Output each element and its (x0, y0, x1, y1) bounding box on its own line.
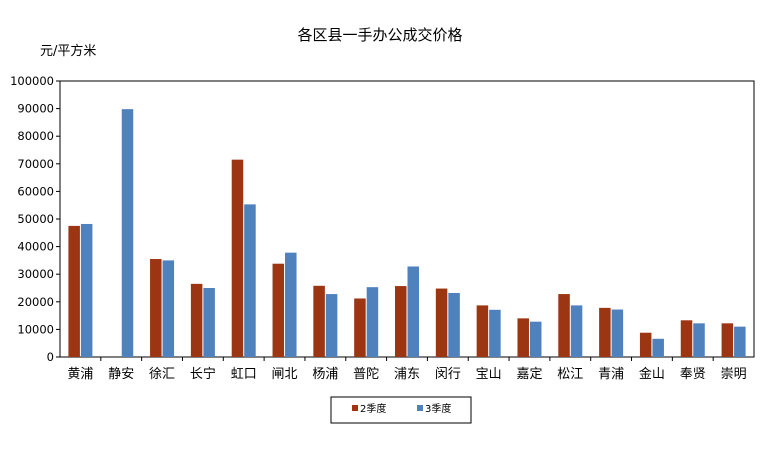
bar-3q-闸北 (285, 252, 297, 357)
x-tick-label: 崇明 (721, 367, 747, 382)
plot-area-frame (59, 80, 755, 358)
legend-label-3q: 3季度 (425, 402, 451, 415)
bar-3q-嘉定 (529, 321, 542, 357)
bar-2q-虹口 (231, 159, 244, 357)
y-tick-label: 0 (47, 350, 54, 364)
bar-3q-静安 (121, 109, 134, 357)
x-tick-label: 奉贤 (680, 367, 706, 382)
x-tick-label: 金山 (639, 366, 665, 382)
legend-swatch-2q (352, 405, 358, 411)
bar-3q-闵行 (448, 292, 460, 357)
x-tick-label: 普陀 (353, 366, 379, 382)
chart-title: 各区县一手办公成交价格 (297, 26, 462, 44)
bar-2q-金山 (639, 332, 652, 357)
bar-3q-普陀 (366, 287, 379, 357)
x-tick-label: 青浦 (598, 367, 624, 382)
y-tick-label: 30000 (17, 267, 54, 281)
x-tick-label: 虹口 (231, 367, 257, 382)
bar-2q-长宁 (190, 283, 203, 357)
bar-2q-黄浦 (68, 225, 80, 357)
y-tick-label: 100000 (10, 74, 54, 88)
x-tick-label: 黄浦 (67, 367, 93, 382)
bar-2q-杨浦 (313, 285, 325, 357)
y-tick-label: 50000 (17, 212, 54, 226)
x-tick-label: 长宁 (190, 366, 216, 382)
y-tick-label: 90000 (17, 102, 54, 116)
bar-2q-崇明 (721, 323, 734, 357)
y-tick-label: 60000 (17, 184, 54, 198)
bar-3q-黄浦 (80, 223, 93, 357)
bar-3q-金山 (652, 338, 664, 357)
bar-2q-嘉定 (517, 318, 529, 357)
legend: 2季度 3季度 (330, 396, 472, 424)
bar-2q-青浦 (599, 307, 611, 357)
bar-2q-闸北 (272, 263, 285, 357)
legend-label-2q: 2季度 (360, 402, 386, 415)
x-tick-label: 静安 (108, 367, 134, 382)
x-tick-label: 嘉定 (516, 367, 542, 382)
y-tick-label: 20000 (17, 295, 54, 309)
bar-3q-奉贤 (693, 323, 705, 357)
bar-3q-长宁 (203, 288, 215, 357)
bar-2q-普陀 (354, 298, 366, 357)
x-tick-label: 浦东 (394, 367, 420, 382)
bar-2q-松江 (558, 294, 570, 357)
bar-3q-虹口 (244, 204, 256, 357)
y-axis-unit-label: 元/平方米 (40, 43, 96, 59)
bar-3q-宝山 (489, 309, 501, 357)
x-axis: 黄浦 静安 徐汇 长宁 虹口 闸北 杨浦 普陀 浦东 闵行 宝山 嘉定 松江 青浦 金山 奉贤 崇明 (67, 357, 747, 382)
bar-3q-浦东 (407, 266, 419, 357)
bar-3q-杨浦 (325, 294, 338, 357)
x-tick-label: 松江 (557, 367, 583, 382)
bars-group (68, 109, 746, 357)
bar-3q-青浦 (611, 309, 624, 357)
bar-2q-宝山 (476, 305, 489, 357)
bar-3q-崇明 (734, 326, 746, 357)
y-tick-label: 70000 (17, 157, 54, 171)
legend-swatch-3q (417, 405, 423, 411)
x-tick-label: 闵行 (435, 367, 461, 382)
y-tick-label: 40000 (17, 240, 54, 254)
y-tick-label: 80000 (17, 129, 54, 143)
y-axis: 0 10000 20000 30000 40000 50000 60000 70000 8000… (10, 74, 60, 364)
y-tick-label: 10000 (17, 322, 54, 336)
bar-3q-松江 (570, 305, 583, 357)
x-tick-label: 杨浦 (312, 367, 338, 382)
x-tick-label: 宝山 (476, 367, 502, 382)
bar-2q-奉贤 (680, 320, 693, 357)
x-tick-label: 闸北 (272, 367, 298, 382)
bar-2q-浦东 (395, 286, 407, 357)
bar-2q-徐汇 (150, 259, 162, 357)
x-tick-label: 徐汇 (149, 367, 175, 382)
bar-3q-徐汇 (162, 260, 175, 357)
bar-2q-闵行 (435, 288, 448, 357)
